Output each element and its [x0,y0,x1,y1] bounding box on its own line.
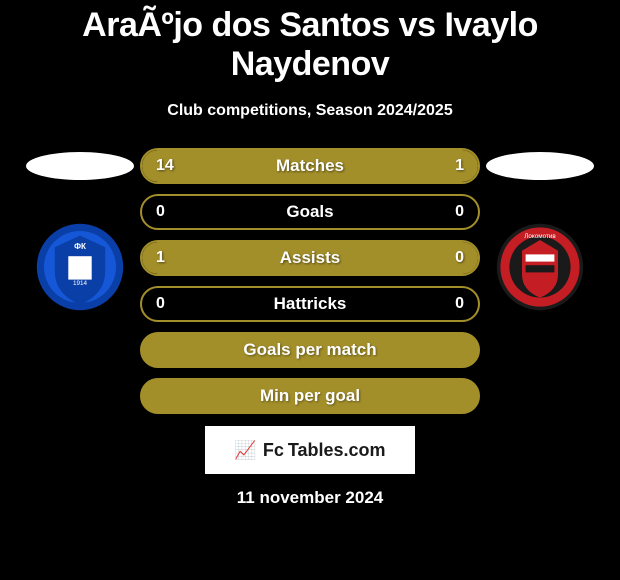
levski-badge-icon: ФК 1914 [35,222,125,312]
stat-value-right: 0 [455,249,464,267]
stat-label: Matches [142,156,478,176]
right-club-badge: Локомотив [495,222,585,312]
subtitle: Club competitions, Season 2024/2025 [0,102,620,120]
stat-row-goals: 0Goals0 [140,194,480,230]
right-player-silhouette [486,152,594,180]
stat-label: Hattricks [142,294,478,314]
left-player-column: ФК 1914 [20,148,140,312]
stat-row-min-per-goal: Min per goal [140,378,480,414]
svg-text:Локомотив: Локомотив [524,233,556,240]
stat-row-hattricks: 0Hattricks0 [140,286,480,322]
stat-label: Goals [142,202,478,222]
brand-suffix: Tables.com [288,440,386,461]
svg-text:ФК: ФК [74,242,86,251]
stat-value-right: 0 [455,295,464,313]
left-club-badge: ФК 1914 [35,222,125,312]
stat-row-assists: 1Assists0 [140,240,480,276]
stat-row-goals-per-match: Goals per match [140,332,480,368]
lokomotiv-badge-icon: Локомотив [495,222,585,312]
brand-footer: 📈 FcTables.com [205,426,415,474]
chart-icon: 📈 [234,440,256,461]
date-line: 11 november 2024 [0,488,620,508]
stat-label: Assists [142,248,478,268]
svg-text:1914: 1914 [73,280,88,287]
stat-value-right: 1 [455,157,464,175]
page-title: AraÃºjo dos Santos vs Ivaylo Naydenov [0,0,620,84]
stat-value-right: 0 [455,203,464,221]
right-player-column: Локомотив [480,148,600,312]
left-player-silhouette [26,152,134,180]
brand-prefix: Fc [263,440,284,461]
stats-column: 14Matches10Goals01Assists00Hattricks0Goa… [140,148,480,414]
stat-row-matches: 14Matches1 [140,148,480,184]
comparison-area: ФК 1914 14Matches10Goals01Assists00Hattr… [0,148,620,414]
